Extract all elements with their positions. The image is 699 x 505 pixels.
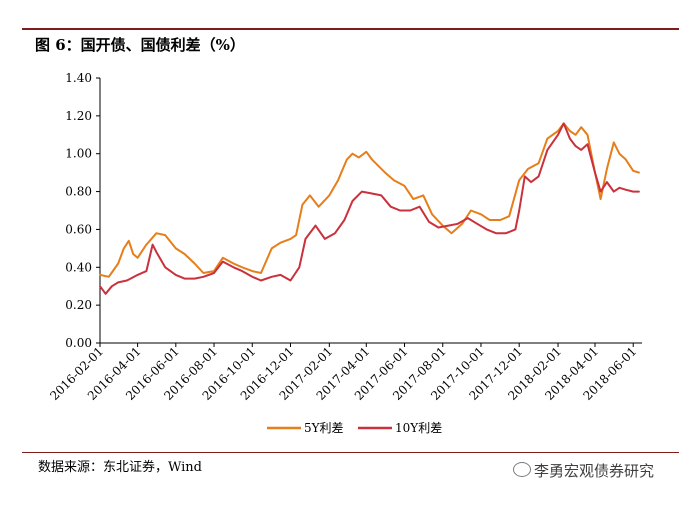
x-axis: 2016-02-012016-04-012016-06-012016-08-01… xyxy=(47,342,642,403)
series-line-1 xyxy=(99,122,640,295)
y-tick-label: 0.80 xyxy=(65,185,92,199)
data-source-note: 数据来源：东北证券，Wind xyxy=(38,460,202,475)
legend-label-1: 10Y利差 xyxy=(395,421,442,435)
series-line-0 xyxy=(99,122,640,278)
watermark: 李勇宏观债券研究 xyxy=(513,460,654,481)
legend-label-0: 5Y利差 xyxy=(304,421,344,435)
title-top-rule xyxy=(22,28,679,30)
y-tick-label: 1.40 xyxy=(65,71,92,85)
watermark-text: 李勇宏观债券研究 xyxy=(534,462,655,480)
y-tick-label: 0.20 xyxy=(65,298,92,312)
y-tick-label: 0.40 xyxy=(65,260,92,274)
legend: 5Y利差 10Y利差 xyxy=(267,421,442,435)
source-rule xyxy=(22,452,679,453)
line-chart: 0.00 0.20 0.40 0.60 0.80 1.00 1.20 1.40 2016-02… xyxy=(47,71,642,435)
y-tick-label: 0.00 xyxy=(65,336,92,350)
figure-title: 图 6：国开债、国债利差（%） xyxy=(35,36,245,54)
y-tick-label: 0.60 xyxy=(65,222,92,236)
series-layer xyxy=(99,122,640,295)
y-tick-label: 1.00 xyxy=(65,147,92,161)
y-axis: 0.00 0.20 0.40 0.60 0.80 1.00 1.20 1.40 xyxy=(65,71,101,350)
y-tick-label: 1.20 xyxy=(65,109,92,123)
wechat-icon xyxy=(513,462,531,477)
